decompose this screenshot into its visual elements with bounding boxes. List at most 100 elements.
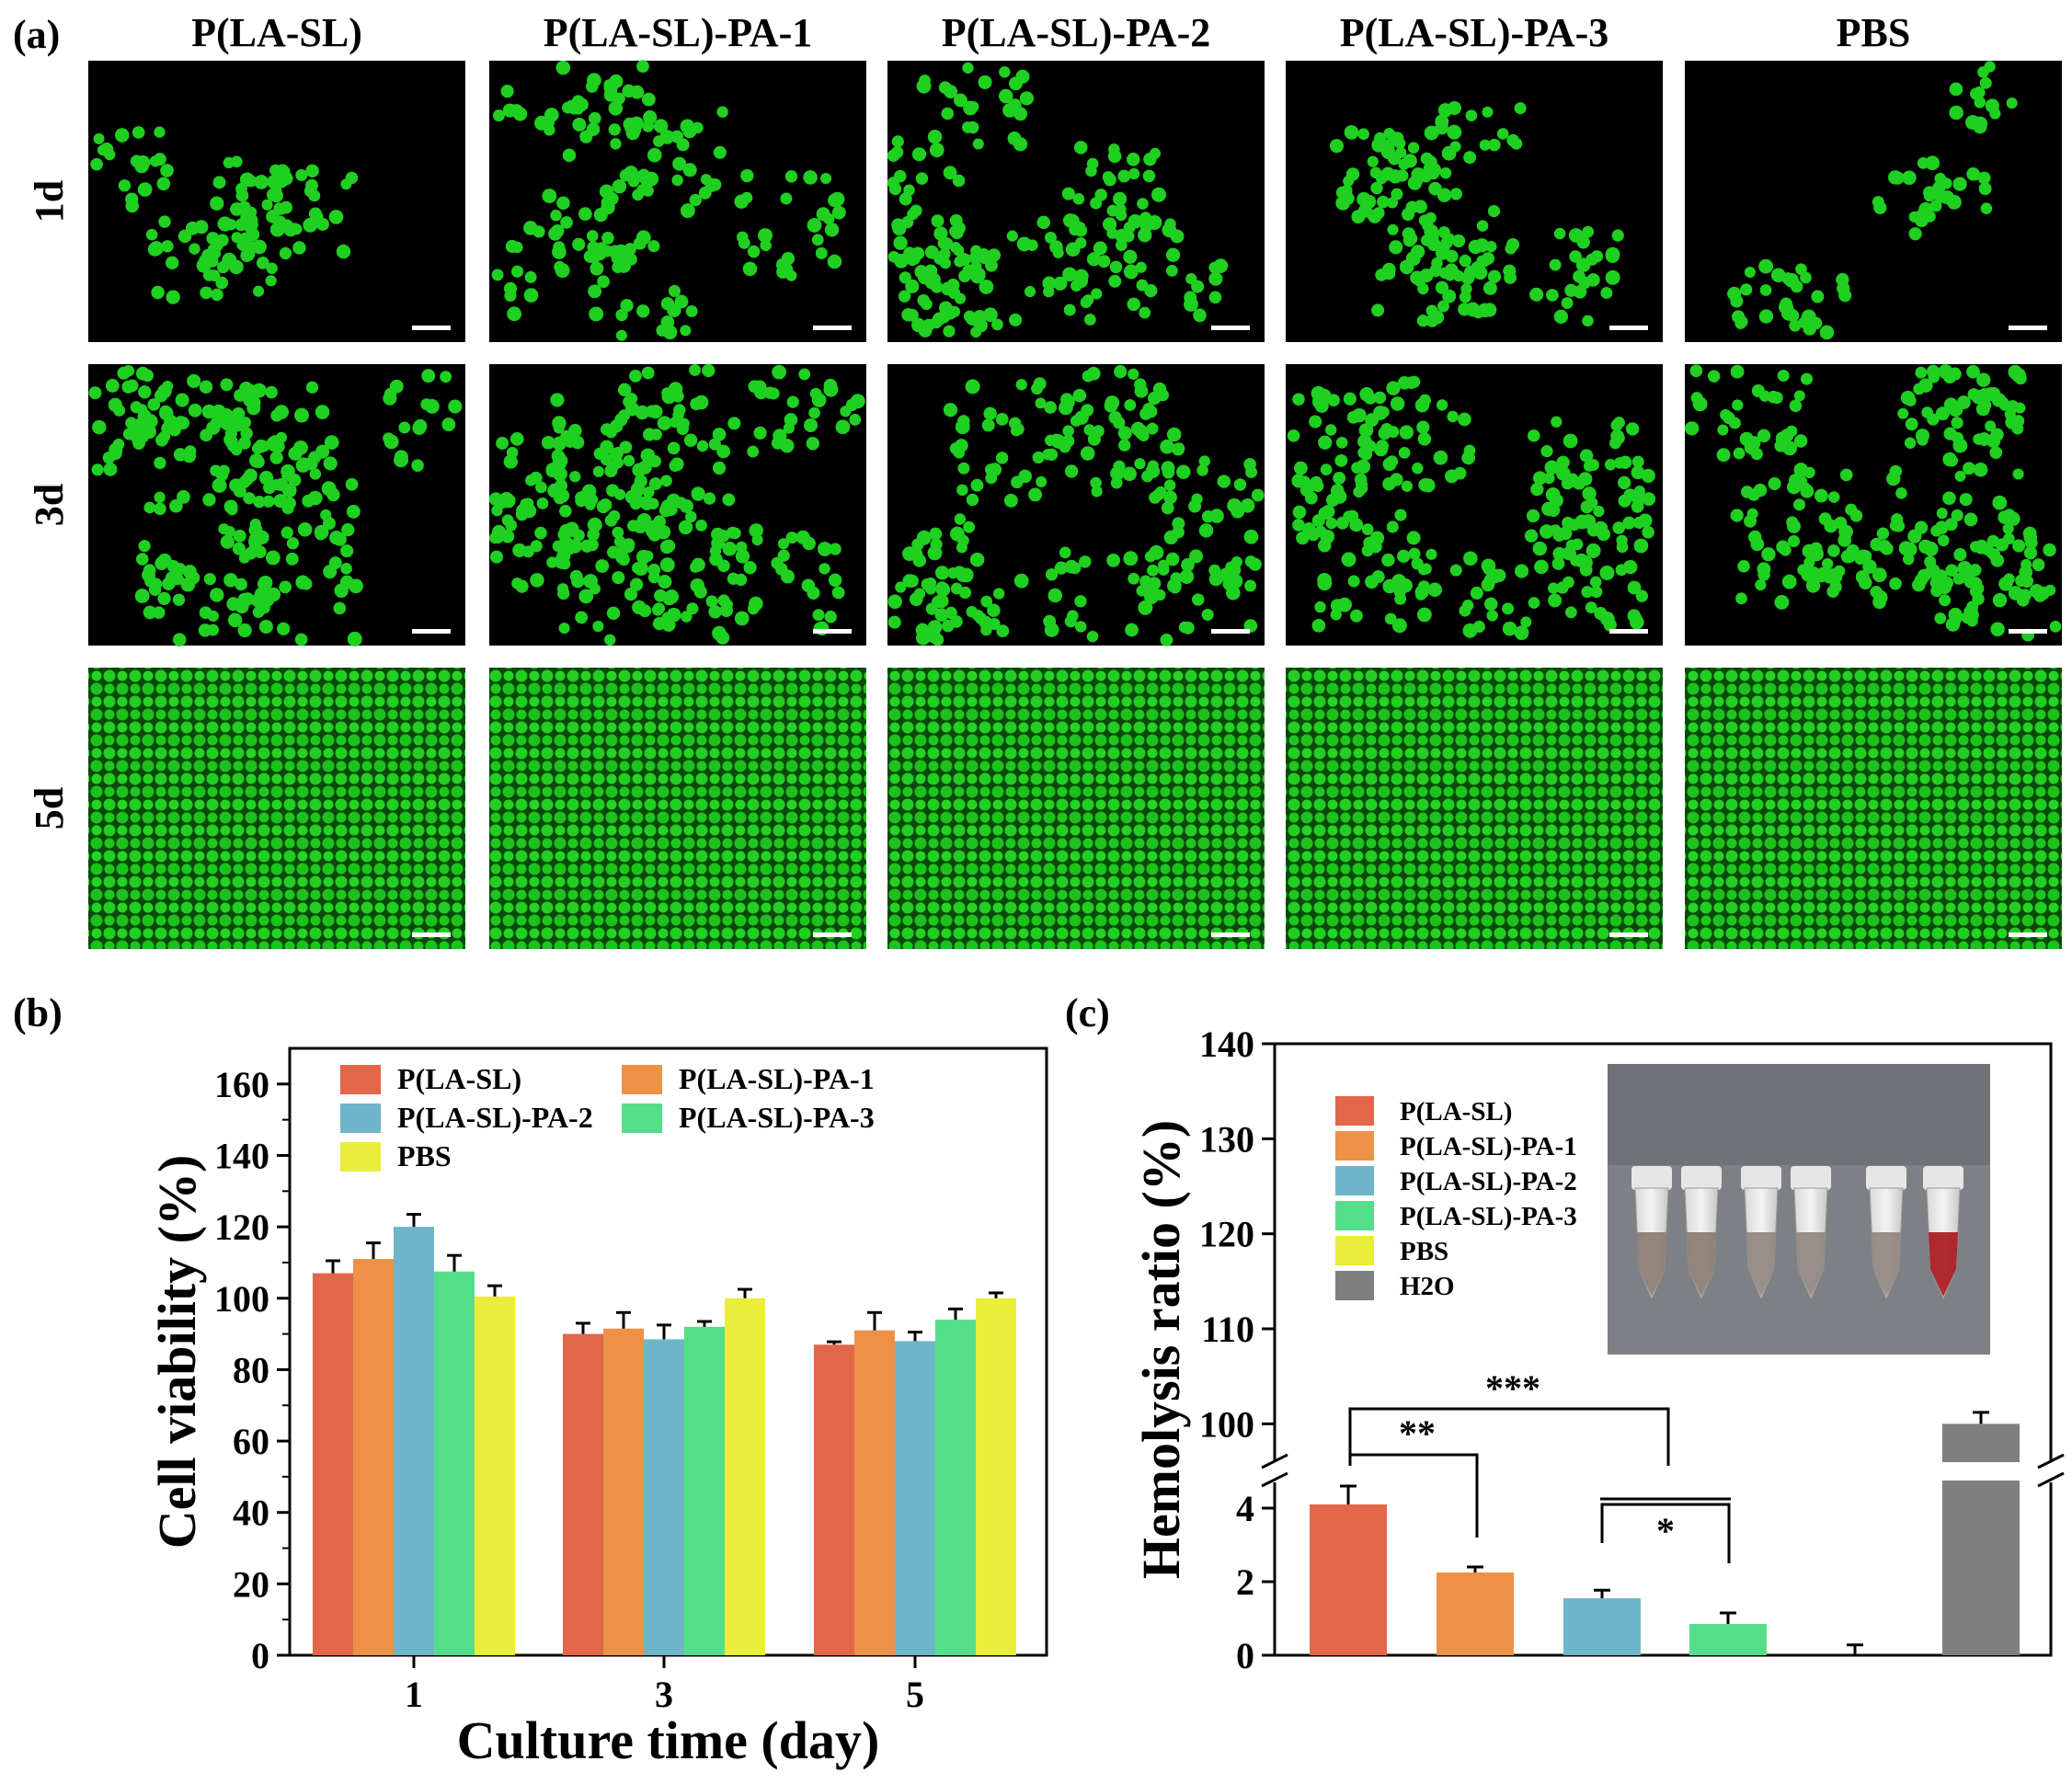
cell	[246, 401, 261, 416]
cell	[817, 542, 832, 556]
scale-bar	[813, 326, 852, 330]
micrograph-image	[1286, 364, 1663, 646]
cell	[252, 455, 265, 469]
cell	[605, 192, 619, 205]
cell	[1054, 561, 1069, 575]
cell	[1505, 243, 1517, 255]
bar	[684, 1326, 725, 1655]
cell	[1398, 446, 1411, 459]
cell	[1780, 297, 1793, 311]
cell	[1062, 425, 1074, 438]
cell	[1114, 364, 1128, 379]
cell	[292, 241, 306, 255]
cell	[1859, 549, 1872, 563]
cell	[981, 418, 995, 432]
cell	[1201, 509, 1215, 523]
y-tick-label: 120	[214, 1206, 269, 1248]
cell	[743, 561, 757, 575]
cell	[595, 559, 610, 573]
cell	[804, 417, 818, 432]
cell	[1074, 595, 1087, 608]
cell	[1381, 553, 1395, 567]
cell	[934, 593, 949, 609]
bar	[895, 1341, 935, 1655]
cell	[1562, 516, 1574, 530]
tube-cap	[1681, 1166, 1722, 1190]
cell	[212, 477, 227, 493]
cell	[1157, 564, 1170, 576]
cell	[689, 364, 701, 376]
cell	[88, 386, 102, 400]
cell	[637, 460, 652, 475]
cell	[236, 238, 249, 251]
cell	[1969, 564, 1982, 577]
cell-viability-chart: 0 20 40 60 80 100 120 140 160 1 3 5 Culture time (da…	[147, 1046, 1048, 1770]
cell	[734, 611, 750, 626]
cell	[220, 534, 235, 549]
cell	[1193, 308, 1207, 323]
scale-bar	[1211, 932, 1250, 937]
cell	[1970, 87, 1983, 100]
cell	[653, 515, 667, 528]
cell	[184, 445, 197, 457]
cell	[592, 465, 604, 477]
cell	[811, 234, 824, 246]
cell	[492, 524, 507, 539]
significance-bracket	[1348, 1407, 1670, 1466]
axis-break-mark	[1261, 1453, 1288, 1470]
cell	[201, 404, 217, 419]
cell	[245, 175, 258, 188]
y-tick-label: 100	[214, 1278, 269, 1320]
cell	[1128, 167, 1140, 180]
cell	[1093, 241, 1107, 256]
cell	[1344, 125, 1359, 140]
scale-bar	[1211, 629, 1250, 634]
cell	[1151, 488, 1164, 501]
cell	[685, 510, 697, 523]
cell	[572, 237, 586, 251]
cell	[1245, 465, 1258, 478]
cell	[1227, 497, 1242, 513]
cell	[586, 230, 599, 242]
cell	[962, 62, 974, 74]
cell	[695, 519, 707, 532]
cell	[1902, 170, 1917, 185]
cell	[200, 286, 213, 300]
cell	[166, 256, 179, 269]
cell	[758, 228, 773, 244]
cell	[929, 527, 943, 541]
cell	[232, 542, 246, 555]
cell	[686, 602, 699, 615]
cell	[269, 451, 283, 464]
cell	[1558, 526, 1573, 541]
cell	[955, 419, 970, 435]
cell	[980, 595, 993, 608]
cell	[815, 246, 828, 259]
cell	[555, 60, 571, 75]
cell	[215, 276, 229, 290]
cell	[283, 497, 296, 509]
cell	[1138, 429, 1150, 442]
cell	[1779, 543, 1792, 556]
cell	[567, 538, 582, 554]
cell	[303, 217, 318, 233]
cell	[1966, 364, 1980, 379]
cell	[642, 550, 654, 562]
cell	[1383, 127, 1395, 140]
cell	[1208, 271, 1223, 286]
cell	[172, 593, 186, 606]
significance-brackets	[1348, 1407, 1731, 1563]
cell	[824, 611, 837, 623]
cell	[1391, 618, 1407, 634]
cell	[1222, 578, 1236, 591]
cell	[777, 549, 790, 562]
cell	[612, 179, 627, 194]
cell	[1917, 434, 1929, 446]
cell	[149, 241, 164, 256]
cell	[597, 275, 610, 289]
cell	[653, 119, 669, 133]
cell	[1556, 455, 1570, 470]
cell	[1549, 258, 1562, 271]
cell	[1998, 510, 2012, 524]
